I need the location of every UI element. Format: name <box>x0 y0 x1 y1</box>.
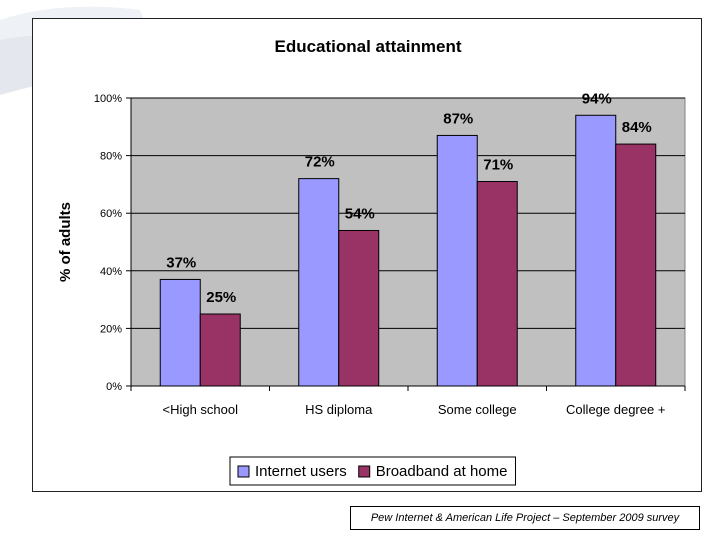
y-tick-label: 0% <box>106 381 122 393</box>
legend-label: Broadband at home <box>376 463 508 480</box>
bar <box>159 278 201 387</box>
bar <box>575 114 617 387</box>
data-label: 71% <box>483 157 513 174</box>
bar <box>338 229 380 387</box>
bar <box>199 313 241 387</box>
bars <box>159 114 657 387</box>
legend-swatch <box>358 465 371 478</box>
data-label: 87% <box>443 110 473 127</box>
data-label: 84% <box>622 119 652 136</box>
data-label: 72% <box>305 154 335 171</box>
chart-frame: Educational attainment 0% 20% 40% 60% 80% 100… <box>32 18 702 492</box>
x-tick-label: Some college <box>438 402 517 417</box>
x-tick-label: <High school <box>162 402 238 417</box>
axes: 0% 20% 40% 60% 80% 100% <High school HS diploma… <box>94 93 686 417</box>
bar <box>476 181 518 387</box>
x-tick-label: College degree + <box>566 402 665 417</box>
data-labels: 37% 25% 72% 54% 87% 71% 94% 84% <box>166 90 652 306</box>
y-tick-label: 20% <box>100 323 122 335</box>
x-tick-label: HS diploma <box>305 402 373 417</box>
legend-box <box>229 456 516 486</box>
y-tick-label: 40% <box>100 266 122 278</box>
data-label: 37% <box>166 254 196 271</box>
legend-label: Internet users <box>255 463 347 480</box>
bar <box>615 143 657 387</box>
y-tick-label: 80% <box>100 151 122 163</box>
legend: Internet users Broadband at home <box>229 456 516 486</box>
bar-chart: Educational attainment 0% 20% 40% 60% 80% 100… <box>57 37 686 486</box>
bar <box>298 178 340 387</box>
source-note: Pew Internet & American Life Project – S… <box>350 506 700 530</box>
y-tick-label: 60% <box>100 208 122 220</box>
data-label: 54% <box>345 205 375 222</box>
y-axis-label: % of adults <box>57 202 74 282</box>
chart-title: Educational attainment <box>274 37 461 56</box>
data-label: 94% <box>582 90 612 107</box>
data-label: 25% <box>206 289 236 306</box>
bar <box>436 134 478 387</box>
legend-swatch <box>237 465 250 478</box>
y-tick-label: 100% <box>94 93 122 105</box>
